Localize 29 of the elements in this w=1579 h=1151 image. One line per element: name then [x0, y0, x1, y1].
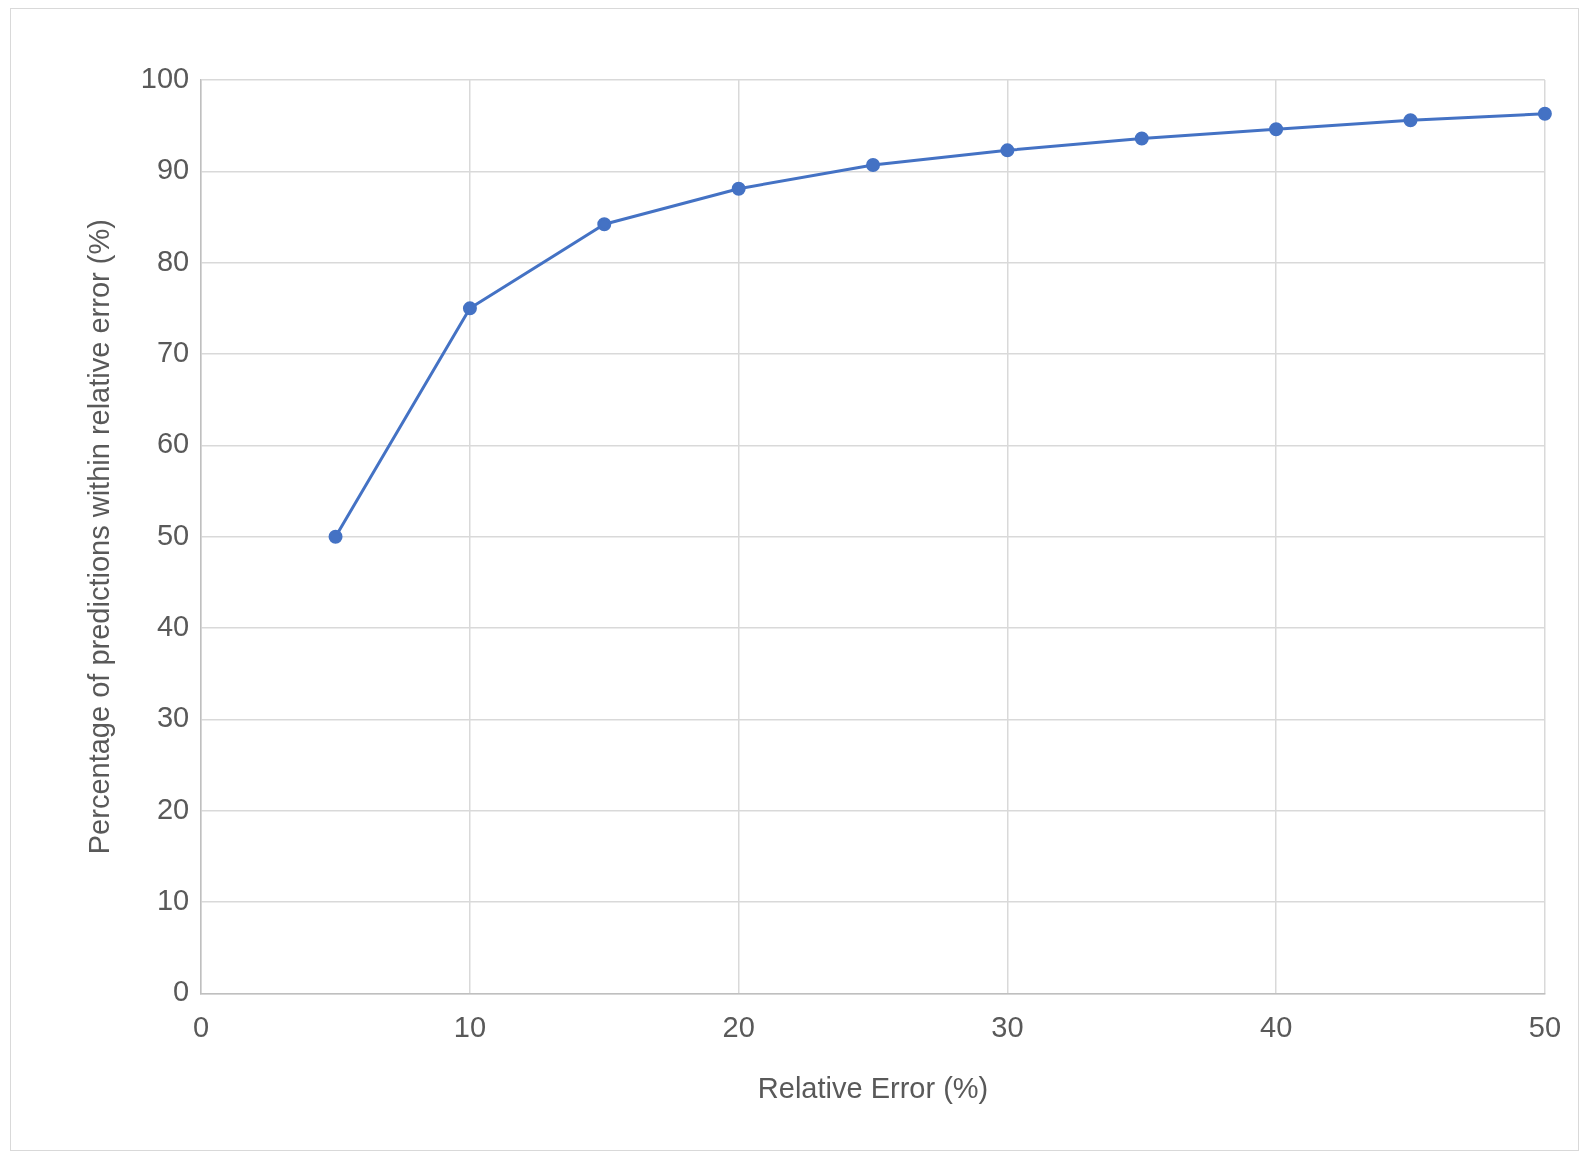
y-tick-label: 20: [156, 792, 190, 825]
point: [731, 181, 746, 196]
y-tick-label: 30: [156, 701, 190, 734]
y-tick-label: 70: [156, 336, 190, 369]
y-tick-label: 80: [156, 244, 190, 277]
point: [1269, 122, 1284, 137]
x-axis-title: Relative Error (%): [757, 1071, 989, 1104]
point: [597, 217, 612, 232]
y-tick-label: 50: [156, 518, 190, 551]
point: [866, 157, 881, 172]
x-tick-label: 10: [453, 1010, 487, 1043]
x-tick-label: 50: [1528, 1010, 1561, 1043]
x-tick-label: 20: [722, 1010, 755, 1043]
y-tick-label: 60: [156, 427, 190, 460]
x-tick-label: 40: [1260, 1010, 1293, 1043]
y-tick-label: 40: [156, 610, 190, 643]
point: [328, 529, 343, 544]
y-axis-title: Percentage of predictions within relative error (%): [83, 219, 116, 855]
x-tick-label: 0: [193, 1010, 210, 1043]
point: [1403, 113, 1418, 128]
y-tick-label: 0: [173, 975, 190, 1008]
point: [462, 301, 477, 316]
point: [1000, 143, 1015, 158]
y-tick-label: 10: [156, 884, 190, 917]
point: [1537, 106, 1552, 121]
y-tick-label: 100: [140, 62, 190, 94]
y-tick-label: 90: [156, 153, 190, 186]
x-tick-label: 30: [991, 1010, 1024, 1043]
point: [1134, 131, 1149, 146]
